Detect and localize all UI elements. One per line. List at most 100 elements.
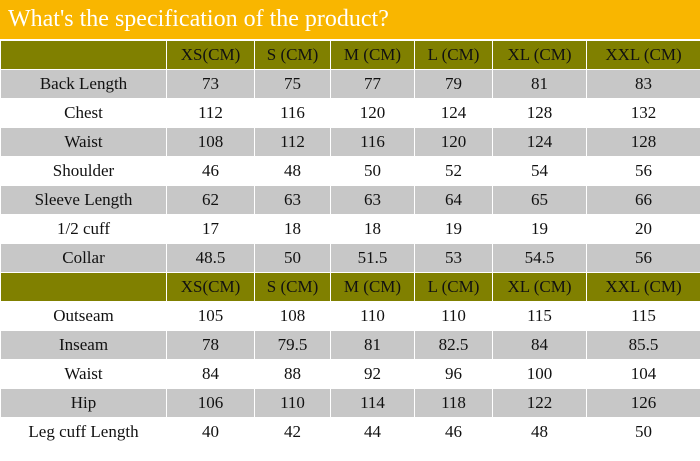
row-label: Sleeve Length <box>0 185 167 215</box>
table-cell: 63 <box>330 185 415 215</box>
header-cell: XXL (CM) <box>586 40 700 70</box>
table-cell: 106 <box>166 388 255 418</box>
table-cell: 48 <box>492 417 587 447</box>
header-cell: S (CM) <box>254 272 331 302</box>
row-label: Collar <box>0 243 167 273</box>
table-cell: 115 <box>586 301 700 331</box>
table-cell: 79 <box>414 69 493 99</box>
table-cell: 78 <box>166 330 255 360</box>
row-label: Waist <box>0 359 167 389</box>
table-cell: 104 <box>586 359 700 389</box>
header-cell: XXL (CM) <box>586 272 700 302</box>
table-cell: 120 <box>330 98 415 128</box>
table-cell: 92 <box>330 359 415 389</box>
bottom-header-row: XS(CM) S (CM) M (CM) L (CM) XL (CM) XXL … <box>0 272 700 302</box>
table-row: Hip 106 110 114 118 122 126 <box>0 388 700 418</box>
table-cell: 132 <box>586 98 700 128</box>
table-cell: 18 <box>254 214 331 244</box>
header-cell: L (CM) <box>414 272 493 302</box>
table-cell: 48 <box>254 156 331 186</box>
table-cell: 112 <box>254 127 331 157</box>
table-cell: 84 <box>166 359 255 389</box>
table-cell: 53 <box>414 243 493 273</box>
table-cell: 75 <box>254 69 331 99</box>
table-cell: 77 <box>330 69 415 99</box>
table-cell: 46 <box>166 156 255 186</box>
table-cell: 105 <box>166 301 255 331</box>
table-cell: 62 <box>166 185 255 215</box>
size-table: XS(CM) S (CM) M (CM) L (CM) XL (CM) XXL … <box>0 40 700 447</box>
table-row: 1/2 cuff 17 18 18 19 19 20 <box>0 214 700 244</box>
table-cell: 85.5 <box>586 330 700 360</box>
table-cell: 83 <box>586 69 700 99</box>
table-cell: 50 <box>330 156 415 186</box>
table-cell: 128 <box>586 127 700 157</box>
table-row: Back Length 73 75 77 79 81 83 <box>0 69 700 99</box>
table-cell: 81 <box>330 330 415 360</box>
table-row: Collar 48.5 50 51.5 53 54.5 56 <box>0 243 700 273</box>
table-cell: 52 <box>414 156 493 186</box>
row-label: Back Length <box>0 69 167 99</box>
row-label: Leg cuff Length <box>0 417 167 447</box>
table-cell: 19 <box>492 214 587 244</box>
table-cell: 110 <box>414 301 493 331</box>
table-cell: 54 <box>492 156 587 186</box>
table-cell: 84 <box>492 330 587 360</box>
table-cell: 110 <box>330 301 415 331</box>
table-row: Outseam 105 108 110 110 115 115 <box>0 301 700 331</box>
table-cell: 114 <box>330 388 415 418</box>
row-label: Waist <box>0 127 167 157</box>
table-cell: 18 <box>330 214 415 244</box>
table-cell: 128 <box>492 98 587 128</box>
table-row: Sleeve Length 62 63 63 64 65 66 <box>0 185 700 215</box>
table-cell: 108 <box>166 127 255 157</box>
table-cell: 81 <box>492 69 587 99</box>
header-cell <box>0 272 167 302</box>
table-cell: 65 <box>492 185 587 215</box>
table-cell: 116 <box>254 98 331 128</box>
header-cell: S (CM) <box>254 40 331 70</box>
table-cell: 110 <box>254 388 331 418</box>
header-cell: XS(CM) <box>166 40 255 70</box>
table-cell: 126 <box>586 388 700 418</box>
table-cell: 20 <box>586 214 700 244</box>
table-cell: 17 <box>166 214 255 244</box>
table-cell: 50 <box>254 243 331 273</box>
row-label: Shoulder <box>0 156 167 186</box>
table-row: Waist 84 88 92 96 100 104 <box>0 359 700 389</box>
table-row: Waist 108 112 116 120 124 128 <box>0 127 700 157</box>
table-cell: 108 <box>254 301 331 331</box>
row-label: 1/2 cuff <box>0 214 167 244</box>
table-cell: 96 <box>414 359 493 389</box>
header-cell: M (CM) <box>330 272 415 302</box>
table-row: Inseam 78 79.5 81 82.5 84 85.5 <box>0 330 700 360</box>
table-cell: 42 <box>254 417 331 447</box>
header-cell: XL (CM) <box>492 40 587 70</box>
table-cell: 51.5 <box>330 243 415 273</box>
page-title: What's the specification of the product? <box>0 0 700 39</box>
row-label: Chest <box>0 98 167 128</box>
table-cell: 100 <box>492 359 587 389</box>
table-cell: 120 <box>414 127 493 157</box>
table-cell: 124 <box>414 98 493 128</box>
table-cell: 48.5 <box>166 243 255 273</box>
table-row: Leg cuff Length 40 42 44 46 48 50 <box>0 417 700 447</box>
row-label: Inseam <box>0 330 167 360</box>
table-cell: 112 <box>166 98 255 128</box>
table-cell: 82.5 <box>414 330 493 360</box>
table-cell: 73 <box>166 69 255 99</box>
row-label: Outseam <box>0 301 167 331</box>
row-label: Hip <box>0 388 167 418</box>
table-cell: 118 <box>414 388 493 418</box>
header-cell: L (CM) <box>414 40 493 70</box>
table-cell: 54.5 <box>492 243 587 273</box>
table-cell: 44 <box>330 417 415 447</box>
table-cell: 56 <box>586 243 700 273</box>
table-cell: 50 <box>586 417 700 447</box>
table-cell: 88 <box>254 359 331 389</box>
table-cell: 124 <box>492 127 587 157</box>
table-cell: 56 <box>586 156 700 186</box>
header-cell: M (CM) <box>330 40 415 70</box>
top-header-row: XS(CM) S (CM) M (CM) L (CM) XL (CM) XXL … <box>0 40 700 70</box>
